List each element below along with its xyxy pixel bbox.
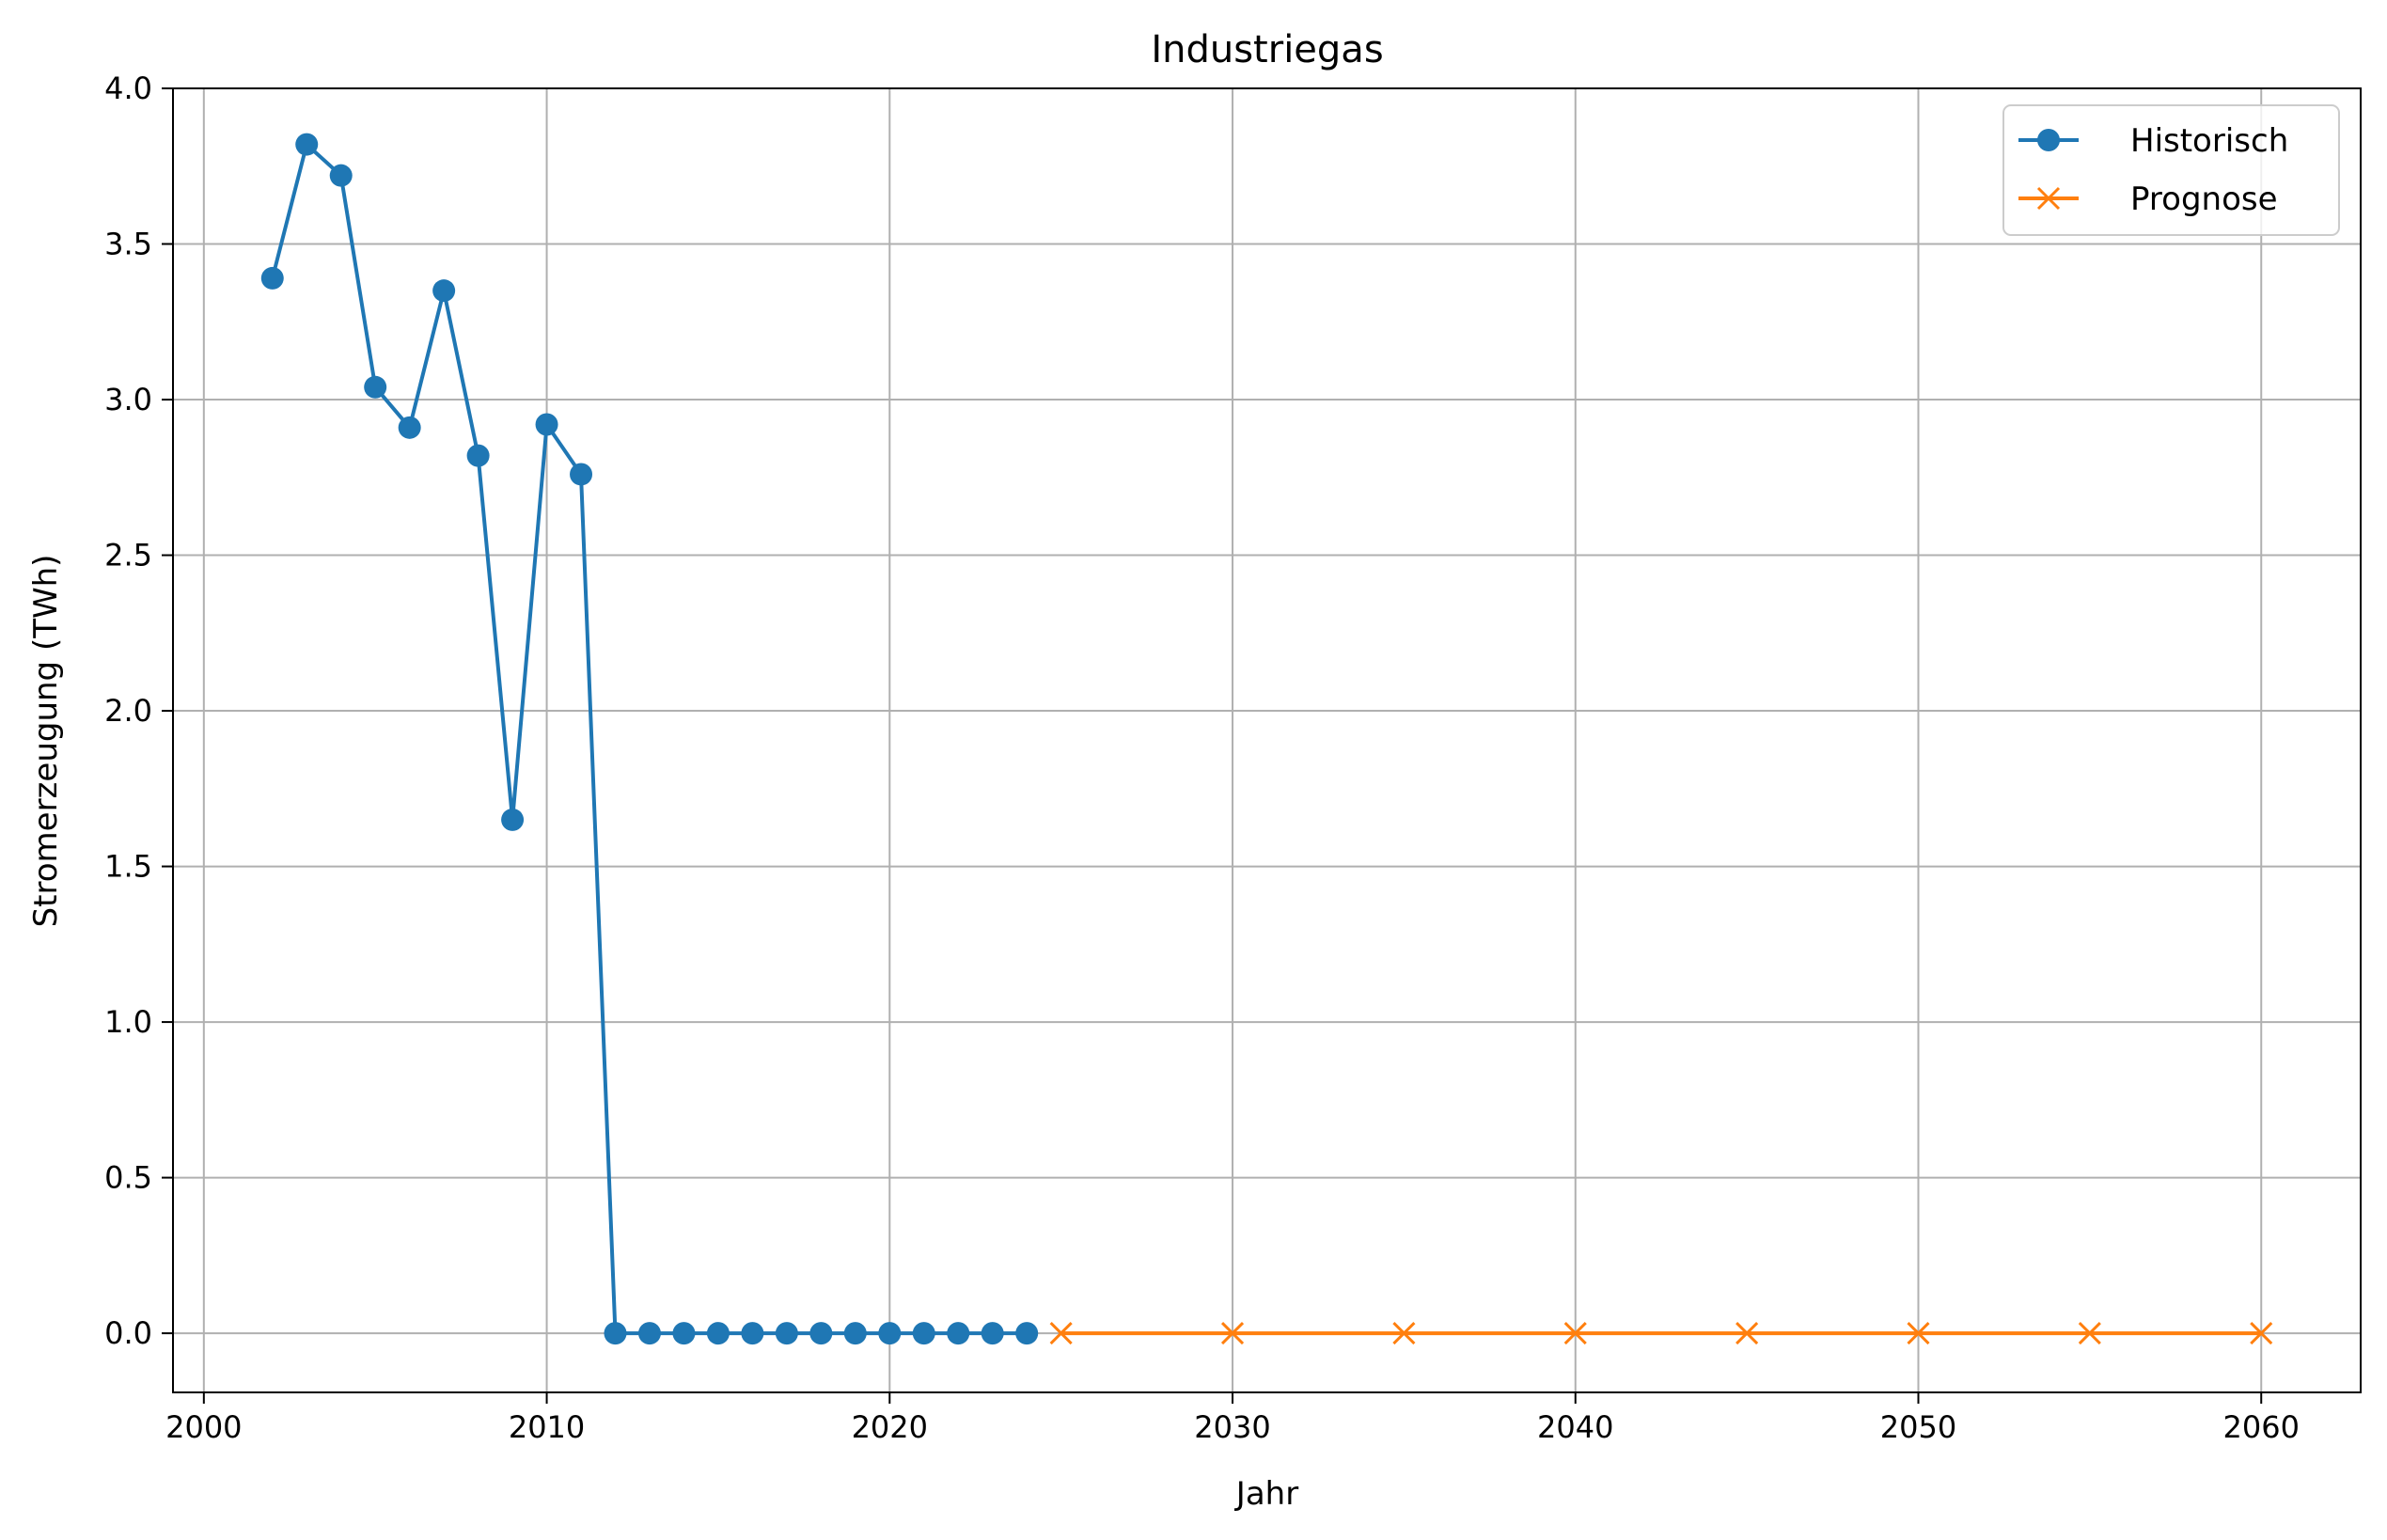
data-point-historisch (329, 164, 353, 187)
y-tick-label: 1.5 (104, 849, 152, 885)
y-tick-label: 0.0 (104, 1315, 152, 1351)
data-point-historisch (364, 375, 387, 399)
data-point-prognose (2250, 1322, 2273, 1345)
data-point-historisch (432, 279, 456, 303)
data-point-historisch (260, 266, 284, 290)
x-tick-label: 2060 (2223, 1409, 2300, 1445)
y-tick-label: 4.0 (104, 71, 152, 106)
legend-marker-historisch (2037, 129, 2060, 151)
data-point-historisch (672, 1322, 696, 1345)
data-point-historisch (912, 1322, 935, 1345)
data-point-historisch (535, 413, 558, 436)
chart-title: Industriegas (1151, 28, 1383, 71)
data-point-prognose (1735, 1322, 1759, 1345)
y-tick-label: 1.0 (104, 1004, 152, 1040)
axis-ticks: 2000 2010 2020 2030 2040 2050 2060 0.0 0.5 1.0 1.5… (104, 71, 2300, 1445)
y-tick-label: 2.0 (104, 693, 152, 729)
data-point-historisch (398, 416, 421, 439)
legend-label-historisch: Historisch (2130, 122, 2288, 160)
x-tick-label: 2050 (1880, 1409, 1956, 1445)
data-point-prognose (2078, 1322, 2101, 1345)
plot-frame (172, 87, 2362, 1393)
data-point-historisch (570, 463, 593, 486)
data-point-historisch (501, 808, 525, 831)
data-point-historisch (775, 1322, 798, 1345)
legend-frame (2002, 104, 2340, 236)
data-point-historisch (741, 1322, 764, 1345)
x-tick-label: 2020 (852, 1409, 928, 1445)
y-tick-label: 0.5 (104, 1160, 152, 1196)
data-point-historisch (809, 1322, 833, 1345)
data-point-historisch (706, 1322, 730, 1345)
legend-label-prognose: Prognose (2130, 181, 2278, 218)
x-tick-label: 2030 (1194, 1409, 1270, 1445)
data-point-historisch (947, 1322, 970, 1345)
y-tick-label: 3.0 (104, 382, 152, 417)
y-tick-label: 3.5 (104, 227, 152, 262)
data-point-historisch (981, 1322, 1004, 1345)
data-point-historisch (604, 1322, 627, 1345)
data-point-historisch (843, 1322, 867, 1345)
data-point-historisch (1015, 1322, 1039, 1345)
data-point-historisch (295, 133, 319, 156)
data-point-prognose (1392, 1322, 1416, 1345)
y-tick-label: 2.5 (104, 538, 152, 574)
data-point-historisch (466, 444, 490, 467)
data-point-prognose (1049, 1322, 1073, 1345)
grid (173, 87, 2361, 1392)
x-tick-label: 2010 (509, 1409, 585, 1445)
y-axis-title: Stromerzeugung (TWh) (27, 555, 65, 928)
data-point-prognose (1907, 1322, 1930, 1345)
series-layer (260, 133, 2273, 1345)
x-axis-title: Jahr (1234, 1475, 1298, 1513)
x-tick-label: 2040 (1537, 1409, 1613, 1445)
x-tick-label: 2000 (165, 1409, 242, 1445)
data-point-prognose (1563, 1322, 1587, 1345)
data-point-prognose (1220, 1322, 1245, 1345)
legend: Historisch Prognose (2002, 104, 2340, 236)
legend-marker-prognose (2036, 186, 2061, 211)
data-point-historisch (878, 1322, 902, 1345)
data-point-historisch (637, 1322, 661, 1345)
